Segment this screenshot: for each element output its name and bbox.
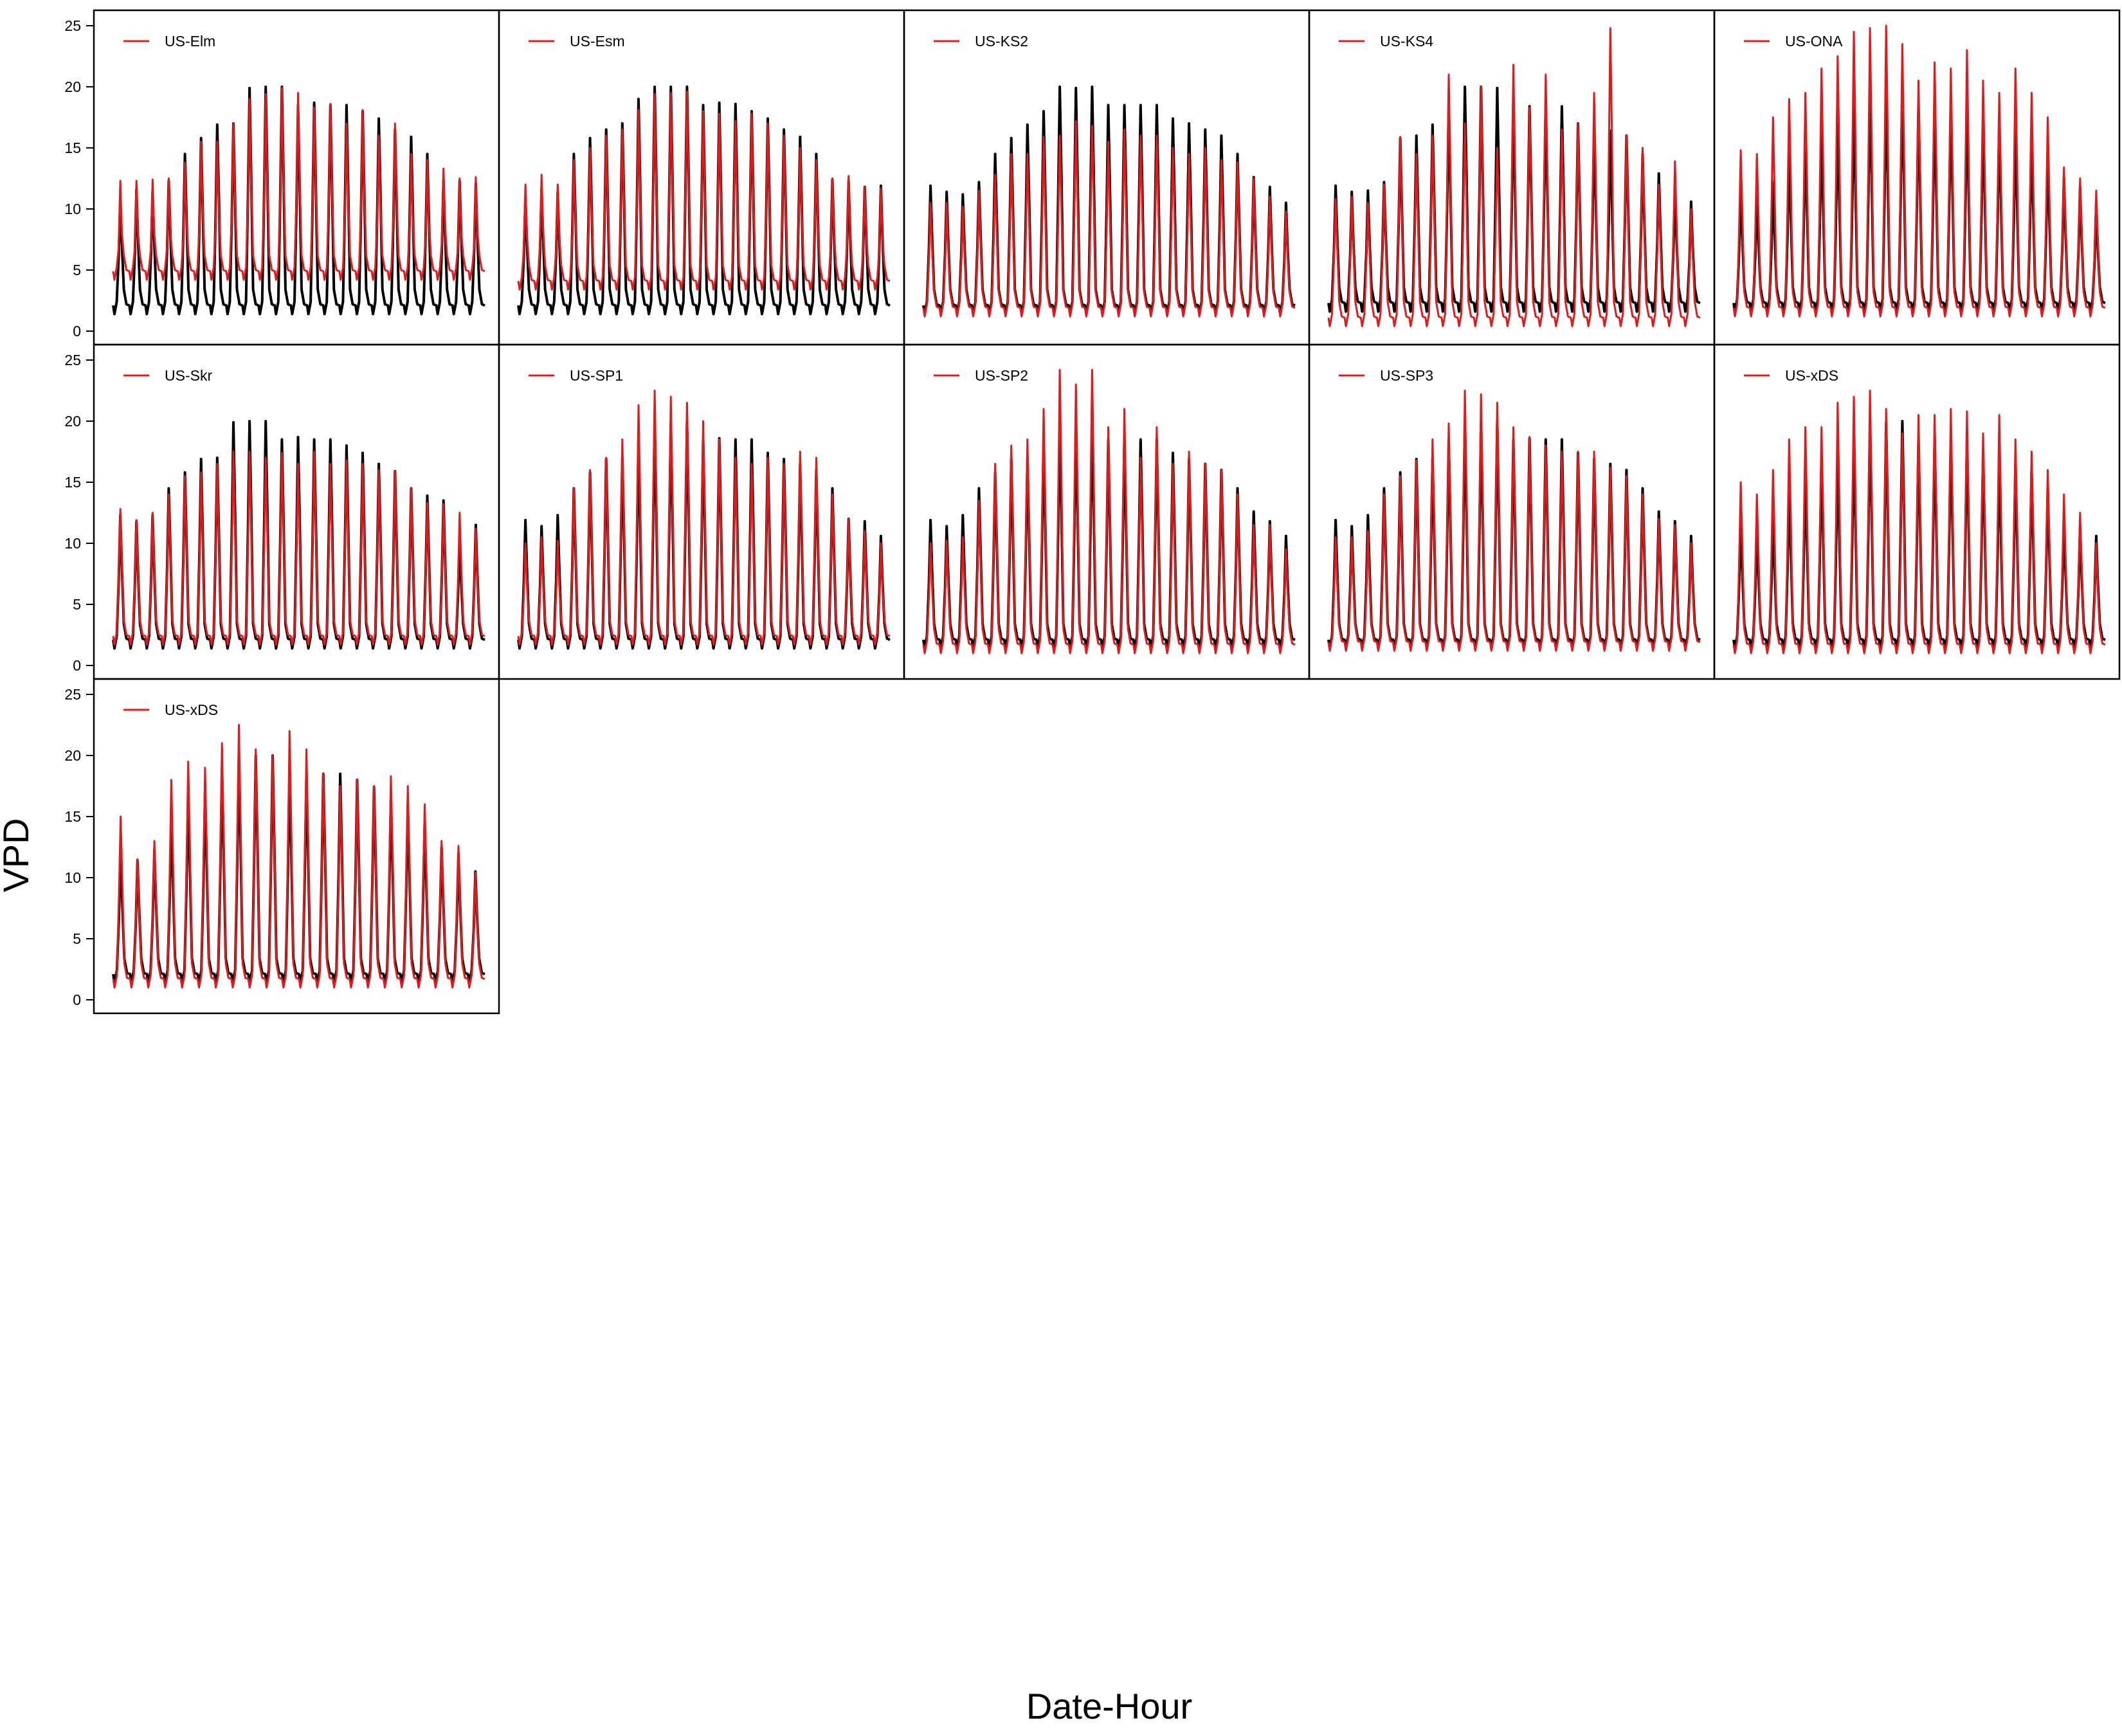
- model-series-line: [112, 724, 485, 989]
- panel: US-SP1: [498, 343, 905, 680]
- legend-label: US-xDS: [165, 701, 218, 718]
- model-series-line: [1327, 27, 1701, 327]
- legend-label: US-Esm: [570, 33, 625, 50]
- legend-label: US-SP2: [975, 367, 1028, 384]
- model-series-line: [112, 87, 485, 281]
- y-tick-label: 10: [64, 201, 81, 217]
- legend-label: US-KS4: [1380, 33, 1433, 50]
- model-series-line: [1732, 24, 2106, 318]
- legend-label: US-Skr: [165, 367, 212, 384]
- observed-series-line: [517, 86, 891, 316]
- legend-label: US-Elm: [165, 33, 215, 50]
- y-axis-title: VPD: [0, 818, 36, 892]
- model-series-line: [112, 451, 485, 646]
- legend-label: US-SP1: [570, 367, 623, 384]
- y-tick-label: 15: [64, 140, 81, 156]
- y-tick-label: 15: [64, 808, 81, 825]
- panel: US-Esm: [498, 9, 905, 346]
- y-tick-label: 0: [73, 657, 81, 674]
- y-tick-label: 25: [64, 686, 81, 703]
- y-tick-label: 25: [64, 17, 81, 34]
- model-series-line: [517, 390, 891, 646]
- panel: 0 5 10 15 20 25 US-Elm: [64, 9, 500, 346]
- y-tick-label: 20: [64, 413, 81, 429]
- model-series-line: [922, 368, 1296, 655]
- panel-frame: [1713, 343, 2121, 680]
- y-tick-label: 10: [64, 535, 81, 552]
- y-tick-label: 5: [73, 262, 81, 278]
- panel: 0 5 10 15 20 25 US-Skr: [64, 343, 500, 680]
- panels-group: 0 5 10 15 20 25 US-Elm US-Esm US-KS2 US-KS4 US-ONA…: [64, 9, 2121, 1015]
- legend-label: US-SP3: [1380, 367, 1433, 384]
- x-axis-title: Date-Hour: [1026, 1686, 1192, 1726]
- y-tick-label: 0: [73, 991, 81, 1008]
- legend-label: US-ONA: [1785, 33, 1843, 50]
- panel: US-xDS: [1713, 343, 2121, 680]
- y-tick-label: 20: [64, 78, 81, 95]
- panel: US-SP2: [903, 343, 1310, 680]
- legend-label: US-xDS: [1785, 367, 1838, 384]
- panel: US-KS4: [1308, 9, 1716, 346]
- panel: US-KS2: [903, 9, 1310, 346]
- model-series-line: [1732, 390, 2106, 655]
- panel: US-ONA: [1713, 9, 2121, 346]
- model-series-line: [1327, 390, 1701, 652]
- y-tick-label: 15: [64, 474, 81, 491]
- y-tick-label: 5: [73, 596, 81, 613]
- y-tick-label: 5: [73, 930, 81, 947]
- legend-label: US-KS2: [975, 33, 1028, 50]
- model-series-line: [922, 120, 1296, 318]
- panel: 0 5 10 15 20 25 US-xDS: [64, 678, 500, 1015]
- y-tick-label: 25: [64, 352, 81, 368]
- model-series-line: [517, 91, 891, 291]
- panel: US-SP3: [1308, 343, 1716, 680]
- y-tick-label: 0: [73, 323, 81, 339]
- panel-frame: [93, 678, 500, 1015]
- y-tick-label: 20: [64, 747, 81, 764]
- y-tick-label: 10: [64, 869, 81, 886]
